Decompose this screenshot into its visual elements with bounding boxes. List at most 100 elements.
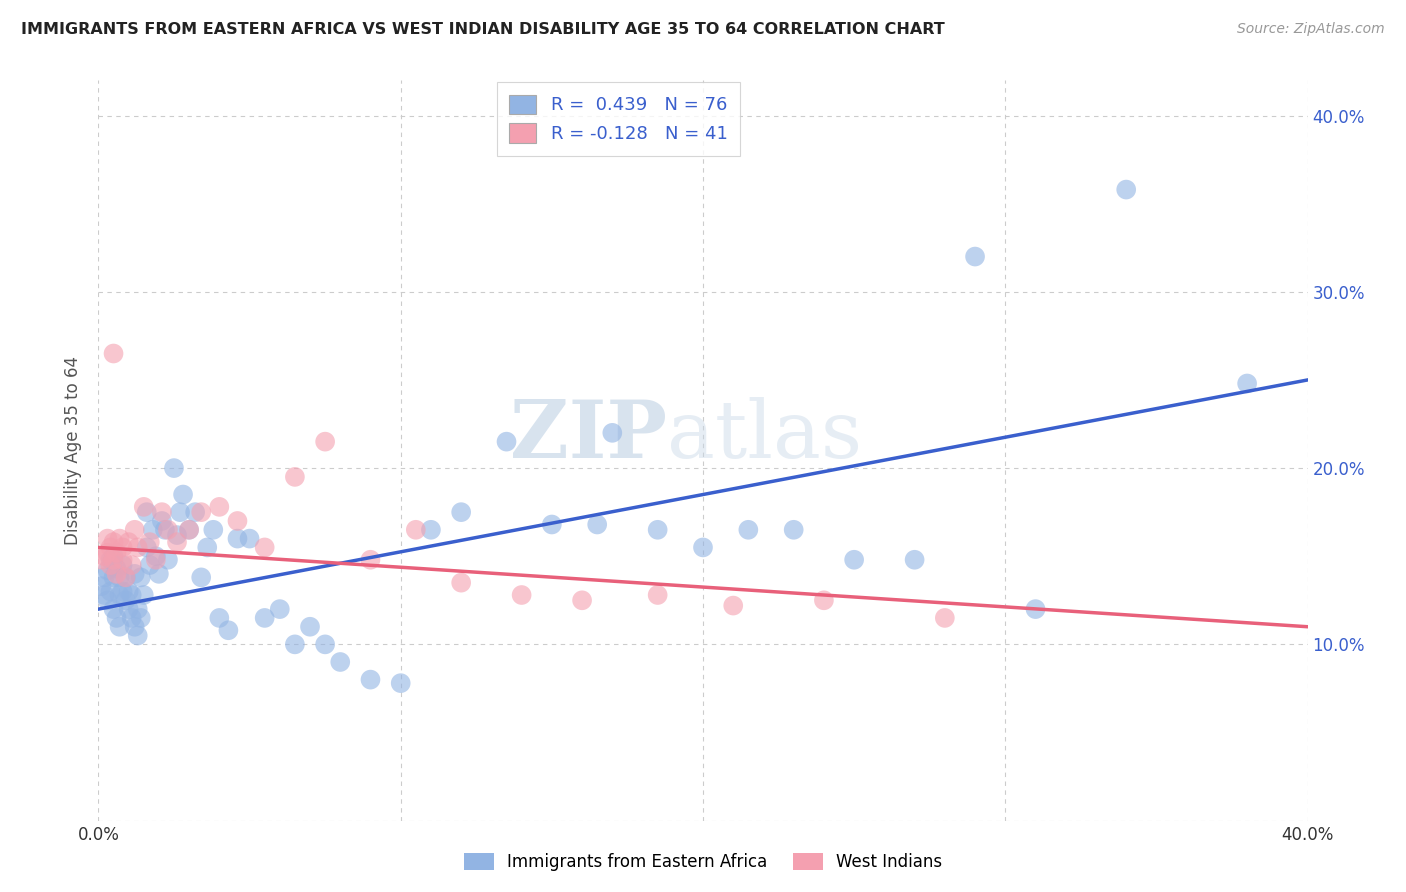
Point	[179, 523, 201, 537]
Point	[239, 532, 262, 546]
Point	[450, 575, 472, 590]
Point	[299, 620, 322, 634]
Point	[90, 553, 112, 567]
Point	[389, 676, 412, 690]
Point	[148, 566, 170, 581]
Point	[103, 549, 125, 564]
Legend: R =  0.439   N = 76, R = -0.128   N = 41: R = 0.439 N = 76, R = -0.128 N = 41	[496, 82, 740, 156]
Point	[156, 523, 179, 537]
Point	[965, 250, 987, 264]
Point	[127, 628, 149, 642]
Point	[150, 505, 173, 519]
Point	[139, 558, 162, 572]
Text: ZIP: ZIP	[510, 397, 666, 475]
Point	[169, 505, 191, 519]
Point	[586, 517, 609, 532]
Point	[103, 535, 125, 549]
Point	[145, 553, 167, 567]
Point	[111, 541, 134, 555]
Point	[360, 673, 382, 687]
Point	[495, 434, 517, 449]
Point	[934, 611, 956, 625]
Point	[111, 584, 134, 599]
Point	[108, 570, 131, 584]
Point	[723, 599, 745, 613]
Point	[314, 434, 336, 449]
Point	[96, 532, 118, 546]
Point	[114, 570, 136, 584]
Point	[190, 505, 212, 519]
Point	[269, 602, 291, 616]
Point	[96, 563, 118, 577]
Point	[121, 588, 143, 602]
Point	[208, 500, 231, 514]
Point	[108, 620, 131, 634]
Point	[813, 593, 835, 607]
Point	[114, 570, 136, 584]
Point	[253, 541, 276, 555]
Point	[184, 505, 207, 519]
Point	[118, 584, 141, 599]
Point	[1115, 183, 1137, 197]
Point	[692, 541, 714, 555]
Point	[195, 541, 218, 555]
Point	[647, 523, 669, 537]
Text: Source: ZipAtlas.com: Source: ZipAtlas.com	[1237, 22, 1385, 37]
Point	[103, 570, 125, 584]
Point	[202, 523, 225, 537]
Point	[124, 566, 146, 581]
Point	[96, 546, 118, 560]
Point	[284, 637, 307, 651]
Point	[105, 566, 128, 581]
Point	[360, 553, 382, 567]
Point	[93, 549, 115, 564]
Point	[208, 611, 231, 625]
Point	[124, 620, 146, 634]
Point	[111, 553, 134, 567]
Point	[150, 514, 173, 528]
Point	[142, 523, 165, 537]
Point	[118, 602, 141, 616]
Point	[118, 535, 141, 549]
Point	[156, 553, 179, 567]
Y-axis label: Disability Age 35 to 64: Disability Age 35 to 64	[65, 356, 83, 545]
Point	[105, 611, 128, 625]
Point	[510, 588, 533, 602]
Point	[647, 588, 669, 602]
Point	[190, 570, 212, 584]
Point	[844, 553, 866, 567]
Point	[100, 558, 122, 572]
Point	[135, 541, 157, 555]
Point	[108, 588, 131, 602]
Point	[105, 561, 128, 575]
Point	[121, 558, 143, 572]
Point	[93, 588, 115, 602]
Point	[226, 532, 249, 546]
Point	[132, 588, 155, 602]
Point	[100, 553, 122, 567]
Point	[96, 593, 118, 607]
Legend: Immigrants from Eastern Africa, West Indians: Immigrants from Eastern Africa, West Ind…	[456, 845, 950, 880]
Point	[145, 549, 167, 564]
Point	[602, 425, 624, 440]
Point	[420, 523, 443, 537]
Point	[108, 532, 131, 546]
Point	[284, 470, 307, 484]
Point	[904, 553, 927, 567]
Point	[405, 523, 427, 537]
Point	[226, 514, 249, 528]
Point	[314, 637, 336, 651]
Point	[163, 461, 186, 475]
Point	[100, 541, 122, 555]
Point	[329, 655, 352, 669]
Point	[132, 500, 155, 514]
Point	[737, 523, 759, 537]
Point	[100, 584, 122, 599]
Point	[166, 528, 188, 542]
Point	[783, 523, 806, 537]
Point	[571, 593, 593, 607]
Point	[139, 535, 162, 549]
Point	[540, 517, 562, 532]
Point	[166, 535, 188, 549]
Point	[127, 602, 149, 616]
